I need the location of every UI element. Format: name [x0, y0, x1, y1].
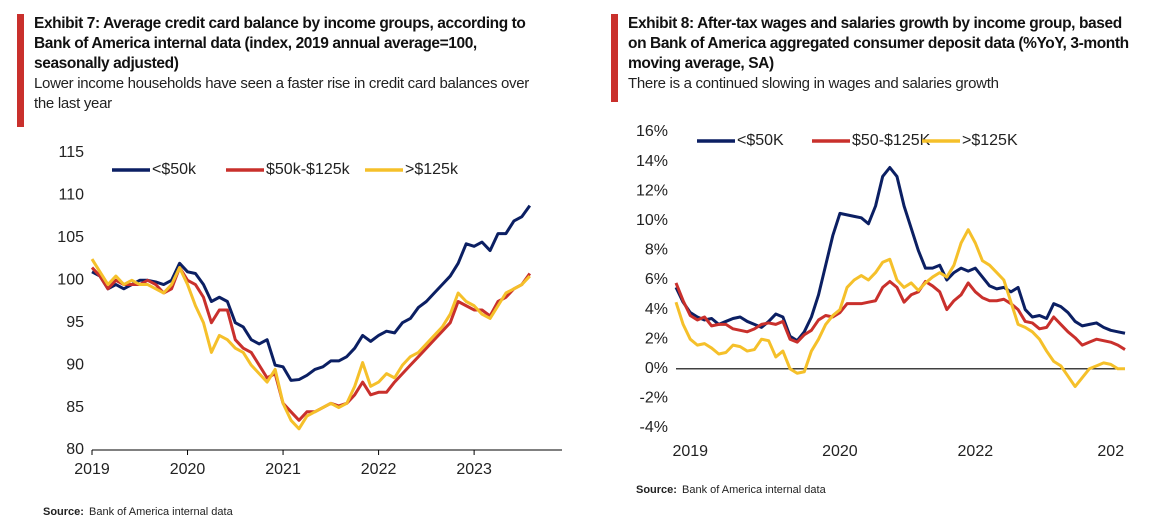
title-text: Exhibit 8: After-tax wages and salaries … — [628, 15, 1129, 72]
series-line — [674, 228, 1125, 389]
legend-label: <$50k — [152, 161, 197, 178]
y-tick-label: 14% — [636, 153, 668, 170]
y-tick-label: 10% — [636, 212, 668, 229]
legend-label: >$125k — [405, 161, 459, 178]
y-tick-label: 115 — [58, 144, 84, 161]
x-tick-label: 2021 — [265, 461, 301, 478]
accent-bar — [17, 14, 24, 127]
series-line — [90, 258, 531, 431]
y-tick-label: 90 — [66, 356, 84, 373]
y-tick-label: 85 — [66, 399, 84, 416]
y-tick-label: 100 — [57, 272, 84, 289]
source-label: Source: — [636, 484, 677, 496]
source: Bank of America internal data — [89, 506, 234, 518]
y-tick-label: 2% — [645, 330, 668, 347]
legend-label: <$50K — [737, 132, 784, 149]
y-tick-label: 12% — [636, 182, 668, 199]
title-text: Exhibit 7: Average credit card balance b… — [34, 15, 526, 72]
legend-label: >$125K — [962, 132, 1018, 149]
y-tick-label: 16% — [636, 123, 668, 140]
chart-title: Exhibit 7: Average credit card balance b… — [34, 14, 549, 114]
y-tick-label: 0% — [645, 360, 668, 377]
y-tick-label: 4% — [645, 301, 668, 318]
y-tick-label: 8% — [645, 242, 668, 259]
y-tick-label: 95 — [66, 314, 84, 331]
x-tick-label: 202 — [1097, 443, 1124, 460]
x-tick-label: 2020 — [170, 461, 206, 478]
subtitle: There is a continued slowing in wages an… — [628, 75, 999, 92]
series-line — [91, 204, 532, 382]
y-tick-label: -2% — [640, 390, 668, 407]
series-line — [674, 166, 1126, 343]
y-tick-label: 110 — [58, 187, 84, 204]
y-tick-label: 80 — [66, 441, 84, 458]
accent-bar — [611, 14, 618, 102]
source: Bank of America internal data — [682, 484, 827, 496]
legend-label: $50-$125K — [852, 132, 931, 149]
x-tick-label: 2019 — [74, 461, 110, 478]
x-tick-label: 2023 — [456, 461, 492, 478]
y-tick-label: 105 — [57, 229, 84, 246]
legend-label: $50k-$125k — [266, 161, 351, 178]
y-tick-label: -4% — [640, 419, 668, 436]
subtitle: Lower income households have seen a fast… — [34, 75, 529, 112]
chart-title: Exhibit 8: After-tax wages and salaries … — [628, 14, 1138, 94]
series-line — [674, 279, 1126, 351]
source-label: Source: — [43, 506, 84, 518]
x-tick-label: 2022 — [361, 461, 397, 478]
x-tick-label: 2019 — [672, 443, 708, 460]
y-tick-label: 6% — [645, 271, 668, 288]
x-tick-label: 2020 — [822, 443, 858, 460]
x-tick-label: 2022 — [958, 443, 994, 460]
